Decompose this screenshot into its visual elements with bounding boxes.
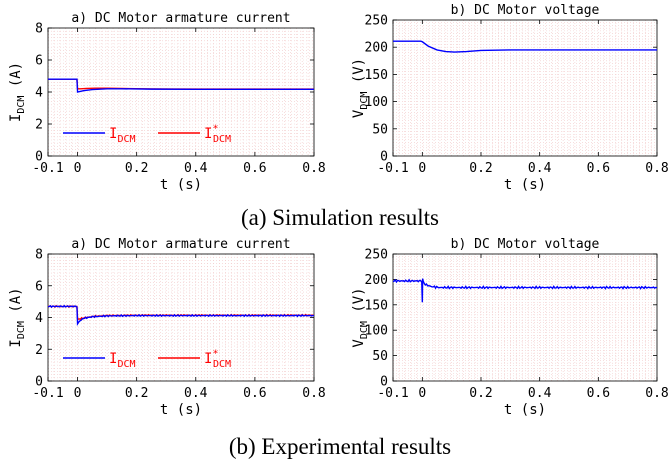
series-line-I_DCM	[48, 78, 314, 93]
x-tick-label: 0.8	[302, 386, 325, 401]
y-tick-label: 200	[365, 273, 388, 288]
y-tick-label: 150	[365, 298, 388, 313]
y-tick-label: 6	[35, 279, 43, 294]
x-tick-label: 0	[74, 386, 82, 401]
y-tick-label: 4	[35, 86, 43, 101]
x-tick-label: -0.1	[32, 161, 63, 176]
x-axis-label: t (s)	[160, 402, 202, 418]
y-tick-label: 200	[365, 41, 388, 56]
x-tick-label: -0.1	[377, 161, 408, 176]
grid	[393, 254, 657, 381]
x-tick-label: 0.4	[184, 161, 208, 176]
x-axis-label: t (s)	[504, 402, 546, 418]
grid	[48, 28, 314, 156]
y-tick-label: 150	[365, 68, 388, 83]
x-axis-label: t (s)	[160, 177, 202, 193]
x-axis-label: t (s)	[504, 177, 546, 193]
chart-title: a) DC Motor armature current	[71, 237, 290, 252]
y-tick-label: 0	[35, 375, 43, 390]
x-tick-label: 0.4	[184, 386, 208, 401]
x-tick-label: 0.8	[645, 386, 668, 401]
y-tick-label: 0	[35, 150, 43, 165]
x-tick-label: 0.8	[302, 161, 325, 176]
plot-frame	[392, 253, 658, 382]
y-tick-label: 250	[365, 248, 388, 263]
grid	[393, 20, 657, 156]
legend: IDCM I* DCM	[63, 349, 231, 371]
y-tick-label: 50	[372, 122, 388, 137]
y-axis-label: VDCM (V)	[351, 58, 370, 118]
y-axis-label-text: IDCM (A)	[8, 287, 27, 347]
x-tick-label: 0.2	[125, 386, 148, 401]
y-axis-label-text: VDCM (V)	[351, 287, 370, 347]
legend: IDCM I* DCM	[63, 124, 231, 146]
y-axis-label: IDCM (A)	[8, 287, 27, 347]
legend-label-0: IDCM	[109, 126, 136, 145]
x-tick-label: 0.2	[469, 161, 492, 176]
legend-label-0: IDCM	[109, 351, 136, 370]
chart-title: b) DC Motor voltage	[451, 3, 600, 18]
chart-title: b) DC Motor voltage	[451, 237, 600, 252]
y-tick-label: 50	[372, 349, 388, 364]
y-axis-label-text: VDCM (V)	[351, 58, 370, 118]
x-tick-label: 0.6	[243, 386, 266, 401]
x-tick-label: 0.2	[469, 386, 492, 401]
series-group	[393, 40, 657, 53]
plot-frame	[392, 19, 658, 157]
series-group	[393, 278, 657, 303]
x-tick-label: 0.6	[587, 161, 610, 176]
y-axis-label-text: IDCM (A)	[8, 62, 27, 122]
y-axis-label: IDCM (A)	[8, 62, 27, 122]
x-tick-label: 0	[418, 161, 426, 176]
x-tick-label: 0.4	[528, 386, 552, 401]
x-tick-label: 0.8	[645, 161, 668, 176]
legend-label-1: I* DCM	[204, 124, 231, 146]
y-tick-label: 8	[35, 22, 43, 37]
x-tick-label: 0.6	[587, 386, 610, 401]
caption-experimental: (b) Experimental results	[229, 434, 451, 459]
y-tick-label: 6	[35, 54, 43, 69]
x-tick-label: 0.2	[125, 161, 148, 176]
series-group	[48, 78, 314, 93]
y-tick-label: 2	[35, 343, 43, 358]
y-tick-label: 0	[380, 150, 388, 165]
x-tick-label: 0	[418, 386, 426, 401]
series-line-I_DCM	[48, 304, 314, 327]
legend-label-1: I* DCM	[204, 349, 231, 371]
series-group	[48, 304, 314, 327]
chart-title: a) DC Motor armature current	[71, 11, 290, 26]
series-line-main	[393, 278, 657, 303]
x-tick-label: 0	[74, 161, 82, 176]
x-tick-label: 0.4	[528, 161, 552, 176]
x-tick-label: -0.1	[32, 386, 63, 401]
y-tick-label: 0	[380, 375, 388, 390]
y-tick-label: 4	[35, 311, 43, 326]
x-tick-label: -0.1	[377, 386, 408, 401]
y-axis-label: VDCM (V)	[351, 287, 370, 347]
caption-simulation: (a) Simulation results	[241, 205, 439, 230]
y-tick-label: 2	[35, 118, 43, 133]
series-line-main	[393, 40, 657, 53]
x-tick-label: 0.6	[243, 161, 266, 176]
y-tick-label: 100	[365, 95, 388, 110]
y-tick-label: 100	[365, 324, 388, 339]
y-tick-label: 8	[35, 248, 43, 263]
series-line-I*_DCM	[48, 78, 314, 90]
y-tick-label: 250	[365, 14, 388, 29]
grid	[48, 254, 314, 381]
